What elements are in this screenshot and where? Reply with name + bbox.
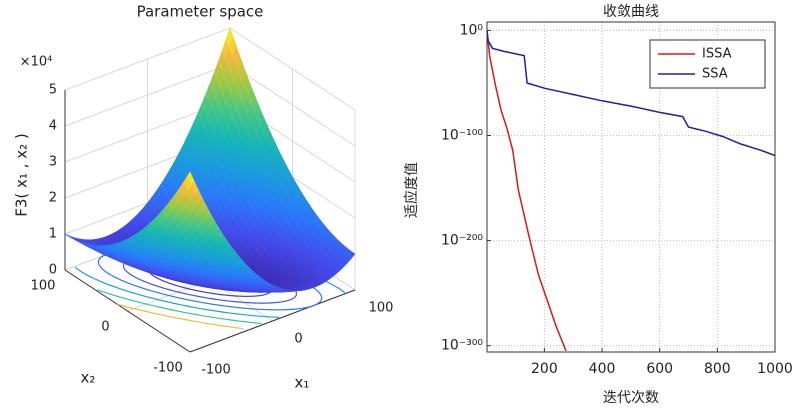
z-tick-label: 0 <box>49 263 57 278</box>
surface-title: Parameter space <box>137 3 264 21</box>
x1-axis-label: x₁ <box>295 374 310 392</box>
x1-tick-label: 0 <box>294 332 302 347</box>
contour-line <box>339 288 346 294</box>
x1-tick-label: 100 <box>369 301 394 316</box>
x2-axis-label: x₂ <box>81 369 96 387</box>
z-tick-label: 4 <box>49 119 57 134</box>
z-exponent-label: ×10⁴ <box>20 55 53 70</box>
axis-edge <box>189 289 356 353</box>
x2-tick-label: -100 <box>153 361 183 376</box>
z-tick-label: 5 <box>49 83 57 98</box>
y-tick-label: 10⁻¹⁰⁰ <box>441 128 483 144</box>
series-line <box>487 30 775 157</box>
contour-line <box>117 303 244 330</box>
x-tick-label: 200 <box>531 361 558 377</box>
z-tick-label: 1 <box>49 227 57 242</box>
contour-line <box>97 289 262 325</box>
x2-tick-label: 100 <box>31 279 56 294</box>
z-axis-label: F3( x₁ , x₂ ) <box>13 133 31 217</box>
surface-patch <box>186 171 195 187</box>
z-tick-label: 2 <box>49 191 57 206</box>
y-tick-label: 10⁻³⁰⁰ <box>441 338 483 354</box>
line-title: 收敛曲线 <box>603 4 659 20</box>
x1-tick-label: -100 <box>201 363 231 378</box>
contour-line <box>74 266 280 319</box>
x2-tick-label: 0 <box>101 320 109 335</box>
legend-label: SSA <box>702 67 728 82</box>
axis-edge <box>64 269 191 353</box>
series-line <box>487 30 567 352</box>
x-tick-label: 600 <box>646 361 673 377</box>
y-tick-label: 10⁰ <box>460 22 484 38</box>
legend-box <box>649 39 766 89</box>
x-tick-label: 800 <box>704 361 731 377</box>
x-tick-label: 1000 <box>757 361 793 377</box>
legend-label: ISSA <box>702 47 732 62</box>
y-tick-label: 10⁻²⁰⁰ <box>441 233 483 249</box>
z-tick-label: 3 <box>49 155 57 170</box>
lines <box>487 30 775 352</box>
axes-box <box>486 21 776 353</box>
surface <box>64 27 356 293</box>
y-axis-label: 适应度值 <box>403 162 420 218</box>
x-axis-label: 迭代次数 <box>603 390 659 406</box>
x-tick-label: 400 <box>589 361 616 377</box>
